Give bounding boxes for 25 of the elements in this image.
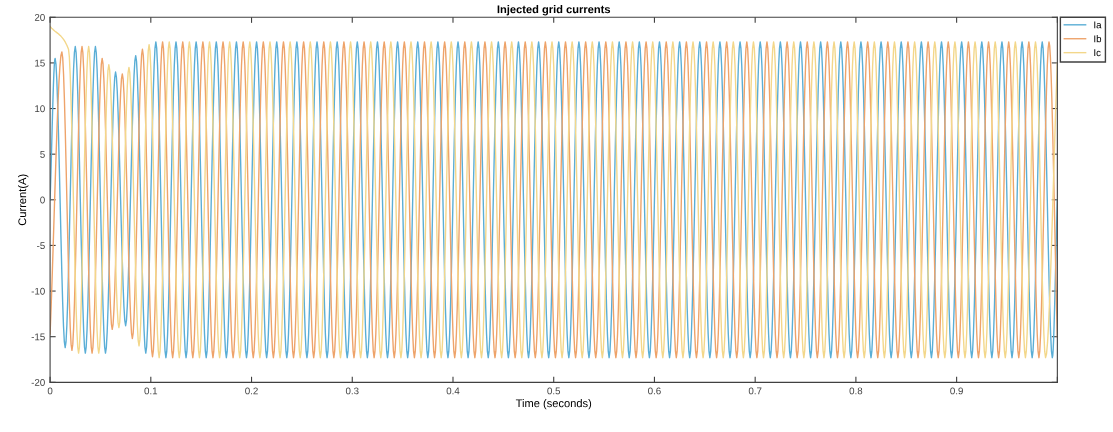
- y-tick-label: -10: [31, 287, 45, 295]
- y-tick-label: 5: [40, 151, 45, 158]
- y-tick-label: 20: [34, 14, 45, 21]
- x-tick-label: 0.3: [345, 387, 359, 395]
- y-tick-label: -15: [31, 333, 45, 341]
- x-tick-label: 0.6: [648, 387, 661, 395]
- x-tick-label: 0.7: [748, 387, 762, 395]
- x-tick-label: 0.9: [950, 387, 963, 395]
- legend-label: Ib: [1094, 35, 1102, 43]
- y-tick-label: -20: [31, 379, 45, 386]
- x-axis-title: Time (seconds): [515, 399, 592, 410]
- y-tick-label: -5: [37, 242, 45, 250]
- x-tick-label: 0.1: [144, 387, 158, 395]
- x-tick-label: 0.4: [446, 387, 460, 395]
- x-tick-label: 0.5: [547, 387, 561, 395]
- x-tick-label: 0.8: [849, 387, 863, 395]
- y-axis-title: Current(A): [18, 174, 29, 226]
- y-tick-label: 0: [40, 196, 45, 204]
- chart-title: Injected grid currents: [497, 5, 611, 16]
- y-tick-label: 15: [35, 59, 45, 67]
- legend-label: Ia: [1094, 21, 1102, 29]
- x-tick-label: 0: [47, 387, 53, 395]
- y-tick-label: 10: [35, 105, 45, 113]
- x-tick-label: 0.2: [245, 387, 258, 395]
- legend-label: Ic: [1094, 49, 1101, 57]
